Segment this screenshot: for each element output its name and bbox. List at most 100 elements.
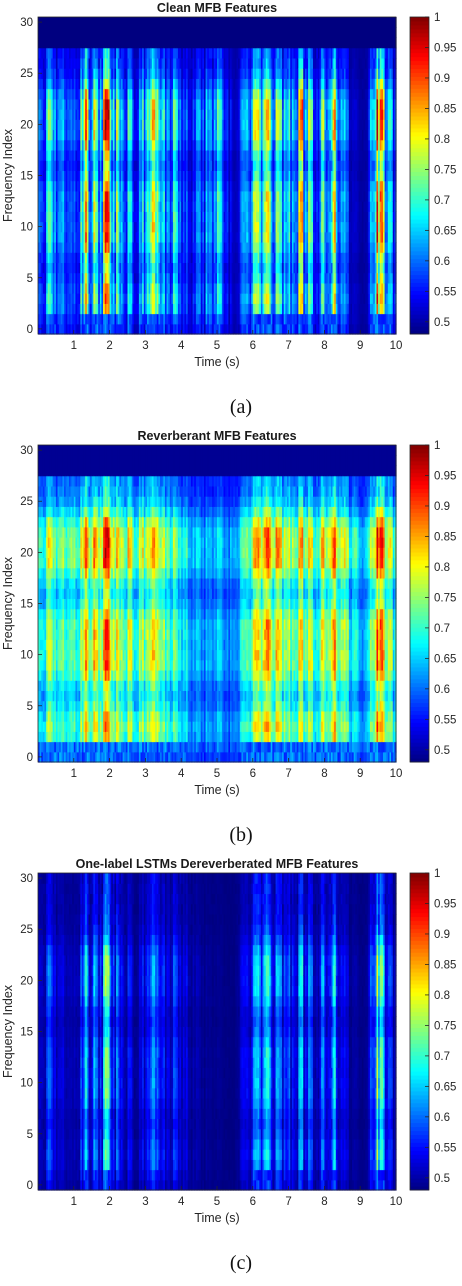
heatmap-cell bbox=[117, 68, 120, 79]
heatmap-cell bbox=[228, 201, 231, 212]
heatmap-cell bbox=[101, 27, 104, 39]
heatmap-cell bbox=[186, 180, 189, 192]
heatmap-cell bbox=[64, 129, 67, 141]
heatmap-cell bbox=[62, 37, 65, 49]
heatmap-cell bbox=[230, 139, 233, 151]
heatmap-cell bbox=[168, 303, 171, 315]
heatmap-cell bbox=[254, 47, 257, 59]
heatmap-cell bbox=[142, 323, 145, 335]
heatmap-cell bbox=[233, 241, 236, 253]
heatmap-cell bbox=[156, 221, 160, 233]
heatmap-cell bbox=[163, 17, 166, 28]
heatmap-cell bbox=[117, 201, 120, 212]
heatmap-cell bbox=[117, 190, 120, 202]
heatmap-cell bbox=[70, 129, 73, 141]
heatmap-cell bbox=[156, 201, 160, 212]
heatmap-cell bbox=[91, 201, 94, 212]
heatmap-cell bbox=[67, 47, 70, 59]
heatmap-cell bbox=[137, 201, 140, 212]
heatmap-cell bbox=[186, 78, 189, 90]
heatmap-cell bbox=[295, 282, 298, 294]
heatmap-cell bbox=[81, 68, 85, 79]
heatmap-cell bbox=[140, 190, 143, 202]
heatmap-cell bbox=[41, 170, 44, 182]
heatmap-cell bbox=[52, 160, 55, 171]
heatmap-cell bbox=[147, 17, 150, 28]
heatmap-cell bbox=[203, 17, 207, 28]
heatmap-cell bbox=[194, 190, 197, 202]
heatmap-cell bbox=[104, 303, 107, 315]
heatmap-cell bbox=[184, 221, 187, 233]
heatmap-cell bbox=[91, 293, 94, 304]
heatmap-cell bbox=[286, 221, 290, 233]
heatmap-cell bbox=[234, 68, 238, 79]
heatmap-cell bbox=[59, 160, 62, 171]
heatmap-cell bbox=[189, 88, 192, 100]
heatmap-cell bbox=[208, 180, 212, 192]
heatmap-cell bbox=[238, 201, 241, 212]
heatmap-cell bbox=[298, 241, 301, 253]
heatmap-cell bbox=[226, 231, 229, 243]
heatmap-cell bbox=[286, 180, 290, 192]
heatmap-cell bbox=[203, 211, 207, 223]
heatmap-cell bbox=[90, 231, 93, 243]
heatmap-cell bbox=[257, 252, 260, 264]
heatmap-cell bbox=[134, 303, 137, 315]
heatmap-cell bbox=[272, 109, 275, 120]
heatmap-cell bbox=[134, 57, 137, 69]
heatmap-cell bbox=[75, 160, 78, 171]
heatmap-cell bbox=[210, 78, 213, 90]
heatmap-cell bbox=[272, 313, 275, 325]
heatmap-cell bbox=[254, 293, 257, 304]
heatmap-cell bbox=[122, 282, 125, 294]
heatmap-cell bbox=[119, 78, 122, 90]
heatmap-cell bbox=[168, 37, 171, 49]
heatmap-cell bbox=[135, 282, 138, 294]
heatmap-cell bbox=[283, 252, 286, 264]
heatmap-cell bbox=[104, 170, 107, 182]
heatmap-cell bbox=[138, 293, 142, 304]
heatmap-cell bbox=[202, 180, 205, 192]
heatmap-cell bbox=[252, 282, 256, 294]
heatmap-cell bbox=[96, 293, 99, 304]
heatmap-cell bbox=[112, 252, 116, 264]
heatmap-cell bbox=[68, 262, 72, 274]
heatmap-cell bbox=[177, 129, 181, 141]
heatmap-cell bbox=[236, 262, 239, 274]
heatmap-cell bbox=[262, 98, 265, 110]
heatmap-cell bbox=[221, 272, 225, 284]
heatmap-cell bbox=[155, 323, 158, 335]
heatmap-cell bbox=[192, 241, 195, 253]
heatmap-cell bbox=[91, 68, 94, 79]
heatmap-cell bbox=[151, 109, 155, 120]
heatmap-cell bbox=[205, 323, 208, 335]
heatmap-cell bbox=[151, 139, 155, 151]
heatmap-cell bbox=[256, 293, 259, 304]
heatmap-cell bbox=[116, 37, 119, 49]
heatmap-cell bbox=[112, 17, 116, 28]
heatmap-cell bbox=[129, 78, 132, 90]
heatmap-cell bbox=[99, 149, 103, 161]
heatmap-cell bbox=[54, 180, 57, 192]
heatmap-cell bbox=[168, 78, 171, 90]
heatmap-cell bbox=[246, 37, 249, 49]
heatmap-cell bbox=[264, 262, 267, 274]
heatmap-cell bbox=[207, 47, 210, 59]
heatmap-cell bbox=[254, 323, 257, 335]
heatmap-cell bbox=[290, 27, 293, 39]
heatmap-cell bbox=[88, 221, 91, 233]
heatmap-cell bbox=[190, 68, 194, 79]
heatmap-cell bbox=[64, 160, 67, 171]
heatmap-cell bbox=[272, 252, 275, 264]
heatmap-cell bbox=[187, 241, 190, 253]
heatmap-cell bbox=[59, 170, 62, 182]
heatmap-cell bbox=[174, 293, 177, 304]
heatmap-cell bbox=[295, 272, 298, 284]
heatmap-cell bbox=[140, 47, 143, 59]
heatmap-cell bbox=[96, 98, 99, 110]
heatmap-cell bbox=[101, 252, 104, 264]
heatmap-cell bbox=[280, 180, 283, 192]
heatmap-cell bbox=[106, 78, 109, 90]
heatmap-cell bbox=[262, 190, 265, 202]
heatmap-cell bbox=[217, 149, 220, 161]
